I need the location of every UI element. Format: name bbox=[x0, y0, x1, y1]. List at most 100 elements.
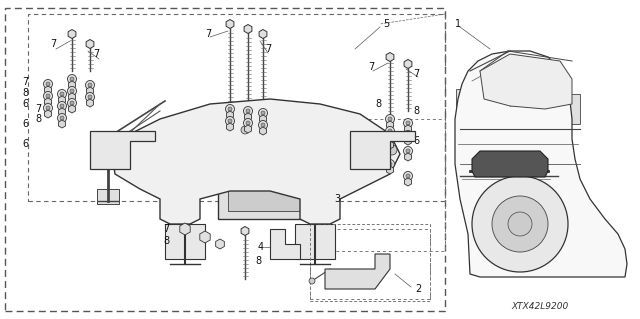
Circle shape bbox=[44, 92, 52, 100]
Bar bbox=[570, 94, 580, 124]
Text: 8: 8 bbox=[413, 106, 419, 116]
Polygon shape bbox=[404, 153, 412, 161]
Text: 6: 6 bbox=[375, 132, 381, 142]
Text: 8: 8 bbox=[375, 99, 381, 109]
Circle shape bbox=[406, 133, 410, 137]
Circle shape bbox=[58, 114, 67, 122]
Polygon shape bbox=[350, 131, 415, 169]
Bar bbox=[5, 8, 445, 311]
Circle shape bbox=[492, 196, 548, 252]
Circle shape bbox=[46, 82, 50, 86]
Bar bbox=[295, 224, 335, 259]
Polygon shape bbox=[404, 60, 412, 69]
Circle shape bbox=[86, 80, 95, 90]
Circle shape bbox=[46, 94, 50, 98]
Text: 7: 7 bbox=[368, 62, 374, 72]
Circle shape bbox=[385, 135, 394, 144]
Polygon shape bbox=[68, 81, 76, 89]
Polygon shape bbox=[270, 229, 300, 259]
Polygon shape bbox=[404, 178, 412, 186]
Polygon shape bbox=[227, 111, 234, 119]
Circle shape bbox=[388, 162, 392, 166]
Circle shape bbox=[309, 278, 315, 284]
Bar bbox=[310, 229, 430, 299]
Circle shape bbox=[70, 89, 74, 93]
Circle shape bbox=[228, 107, 232, 111]
Bar bbox=[225, 119, 265, 141]
Circle shape bbox=[67, 75, 77, 84]
Polygon shape bbox=[58, 96, 65, 104]
Polygon shape bbox=[244, 113, 252, 121]
Circle shape bbox=[246, 121, 250, 125]
Circle shape bbox=[261, 111, 265, 115]
Circle shape bbox=[225, 105, 234, 114]
Text: 4: 4 bbox=[258, 242, 264, 252]
Circle shape bbox=[243, 107, 253, 115]
Circle shape bbox=[385, 127, 394, 136]
Circle shape bbox=[58, 90, 67, 99]
Text: XTX42L9200: XTX42L9200 bbox=[511, 302, 568, 311]
Circle shape bbox=[406, 174, 410, 178]
Circle shape bbox=[472, 176, 568, 272]
Polygon shape bbox=[45, 98, 51, 106]
Text: 8: 8 bbox=[255, 256, 261, 266]
Polygon shape bbox=[227, 123, 234, 131]
Polygon shape bbox=[259, 29, 267, 39]
Circle shape bbox=[259, 121, 268, 130]
Text: 8: 8 bbox=[35, 114, 41, 124]
Circle shape bbox=[67, 86, 77, 95]
Text: 6: 6 bbox=[22, 139, 28, 149]
Bar bbox=[456, 89, 471, 124]
Circle shape bbox=[44, 79, 52, 88]
Bar bbox=[305, 196, 330, 221]
Polygon shape bbox=[86, 87, 93, 95]
Circle shape bbox=[388, 137, 392, 141]
Polygon shape bbox=[386, 53, 394, 62]
Polygon shape bbox=[200, 231, 210, 243]
Bar bbox=[228, 185, 312, 211]
Circle shape bbox=[406, 149, 410, 153]
Bar bbox=[310, 201, 325, 216]
Bar bbox=[500, 177, 522, 189]
Text: 7: 7 bbox=[265, 44, 271, 54]
Polygon shape bbox=[68, 93, 76, 101]
Text: 8: 8 bbox=[163, 236, 169, 246]
Polygon shape bbox=[387, 133, 394, 141]
Text: 6: 6 bbox=[22, 99, 28, 109]
Text: 6: 6 bbox=[413, 136, 419, 146]
Text: 7: 7 bbox=[50, 39, 56, 49]
Circle shape bbox=[225, 116, 234, 125]
Circle shape bbox=[70, 101, 74, 105]
Polygon shape bbox=[216, 239, 225, 249]
Bar bbox=[165, 224, 205, 259]
Circle shape bbox=[385, 160, 394, 168]
Bar bbox=[97, 189, 119, 204]
Bar bbox=[310, 224, 430, 301]
Circle shape bbox=[243, 118, 253, 128]
Polygon shape bbox=[180, 223, 190, 235]
Polygon shape bbox=[68, 105, 76, 113]
Circle shape bbox=[261, 123, 265, 127]
Text: 7: 7 bbox=[22, 77, 28, 87]
Polygon shape bbox=[387, 166, 394, 174]
Text: 7: 7 bbox=[163, 224, 169, 234]
Text: 3: 3 bbox=[334, 194, 340, 204]
Bar bbox=[28, 14, 445, 201]
Polygon shape bbox=[226, 19, 234, 28]
Circle shape bbox=[60, 92, 64, 96]
Text: 6: 6 bbox=[22, 119, 28, 129]
Polygon shape bbox=[58, 120, 65, 128]
Polygon shape bbox=[404, 125, 412, 133]
Circle shape bbox=[406, 121, 410, 125]
Circle shape bbox=[388, 129, 392, 133]
Circle shape bbox=[58, 101, 67, 110]
Text: 2: 2 bbox=[415, 284, 421, 294]
Circle shape bbox=[60, 116, 64, 120]
Polygon shape bbox=[260, 127, 266, 135]
Circle shape bbox=[403, 172, 413, 181]
Circle shape bbox=[67, 99, 77, 108]
Polygon shape bbox=[455, 51, 627, 277]
Circle shape bbox=[228, 119, 232, 123]
Polygon shape bbox=[241, 226, 249, 235]
Polygon shape bbox=[404, 137, 412, 145]
